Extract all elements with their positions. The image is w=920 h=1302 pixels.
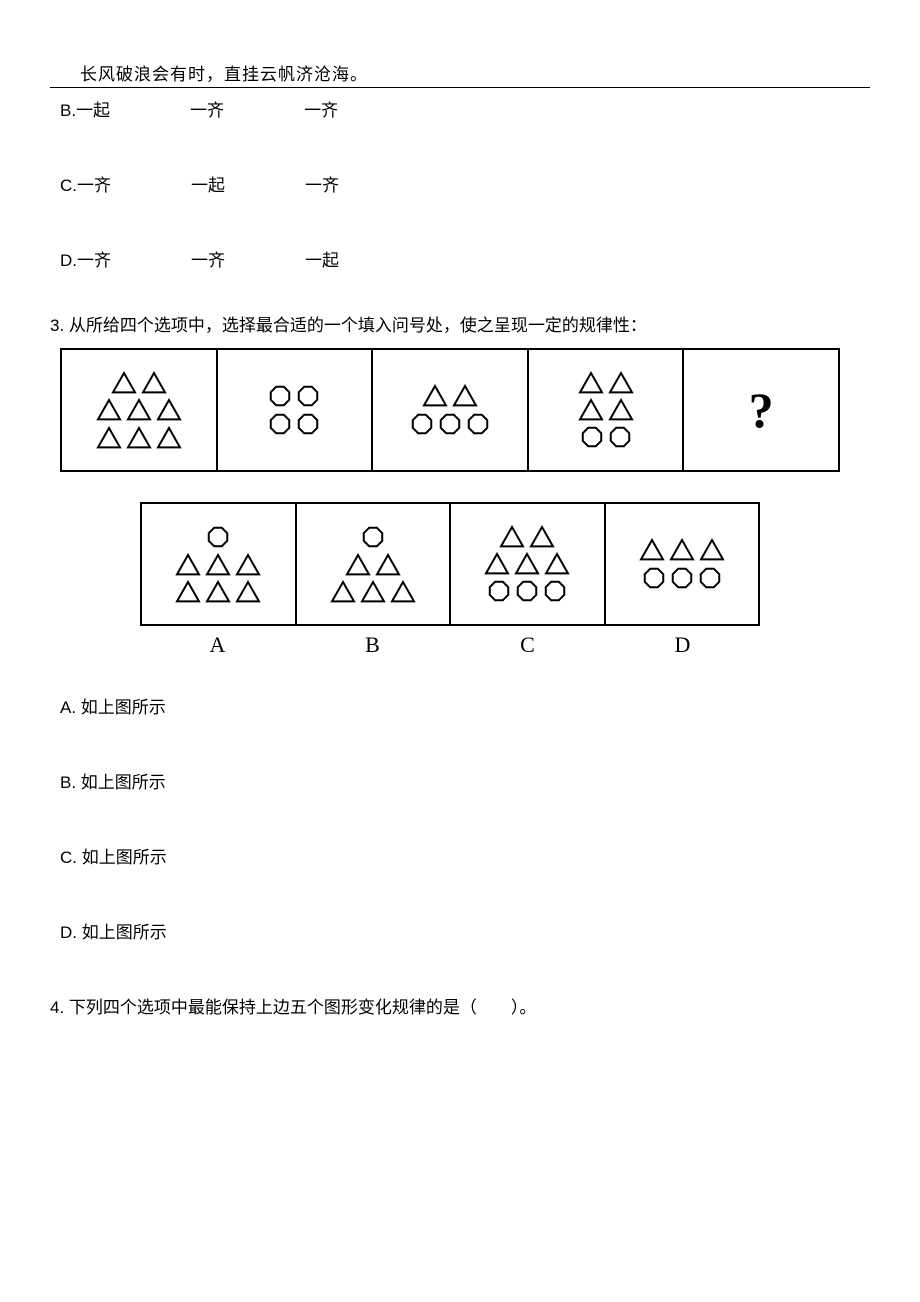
sequence-panel-1 xyxy=(62,350,218,470)
answer-panel-c xyxy=(451,504,606,624)
q3-answer-row xyxy=(140,502,760,626)
q3-choices: A. 如上图所示 B. 如上图所示 C. 如上图所示 D. 如上图所示 xyxy=(60,693,870,943)
shape-row xyxy=(642,566,722,590)
shape-row xyxy=(268,412,320,436)
shape-row xyxy=(345,553,401,576)
shape-row xyxy=(175,553,261,576)
shape-row xyxy=(206,525,230,549)
header-area: 长风破浪会有时，直挂云帆济沧海。 xyxy=(80,60,870,85)
shape-row xyxy=(580,425,632,449)
q3-answer-container: ABCD xyxy=(140,502,760,658)
option-b-row: B. 一起 一齐 一齐 xyxy=(60,96,870,121)
q2-options: B. 一起一齐一齐 C. 一齐一起一齐 D. 一齐一齐一起 xyxy=(60,96,870,271)
option-b-label: B. xyxy=(60,101,76,121)
answer-label-d: D xyxy=(605,632,760,658)
question-3: 3. 从所给四个选项中，选择最合适的一个填入问号处，使之呈现一定的规律性： ? … xyxy=(50,311,870,943)
sequence-panel-5: ? xyxy=(684,350,838,470)
answer-label-c: C xyxy=(450,632,605,658)
shape-row xyxy=(484,552,570,575)
option-d-row: D. 一齐 一齐 一起 xyxy=(60,246,870,271)
shape-row xyxy=(578,398,634,421)
choice-b: B. 如上图所示 xyxy=(60,768,870,793)
option-d-val1: 一齐 xyxy=(77,246,111,271)
answer-label-b: B xyxy=(295,632,450,658)
shape-row xyxy=(268,384,320,408)
shape-row xyxy=(111,371,167,394)
option-c-val2: 一起 xyxy=(191,171,225,196)
shape-row xyxy=(96,426,182,449)
choice-a: A. 如上图所示 xyxy=(60,693,870,718)
choice-c: C. 如上图所示 xyxy=(60,843,870,868)
shape-row xyxy=(175,580,261,603)
option-d-val3: 一起 xyxy=(305,246,339,271)
sequence-panel-2 xyxy=(218,350,374,470)
shape-row xyxy=(639,538,725,561)
shape-row xyxy=(487,579,567,603)
option-d-label: D. xyxy=(60,251,77,271)
q3-text: 3. 从所给四个选项中，选择最合适的一个填入问号处，使之呈现一定的规律性： xyxy=(50,311,870,336)
shape-row xyxy=(96,398,182,421)
q3-figure: ? ABCD xyxy=(50,348,870,658)
option-c-val1: 一齐 xyxy=(77,171,111,196)
shape-row xyxy=(578,371,634,394)
header-quote: 长风破浪会有时，直挂云帆济沧海。 xyxy=(80,65,368,84)
answer-panel-a xyxy=(142,504,297,624)
header-divider xyxy=(50,87,870,88)
shape-row xyxy=(499,525,555,548)
shape-row: ? xyxy=(749,381,774,439)
option-c-val3: 一齐 xyxy=(305,171,339,196)
sequence-panel-4 xyxy=(529,350,685,470)
q3-sequence-row: ? xyxy=(60,348,840,472)
shape-row xyxy=(422,384,478,407)
question-mark-icon: ? xyxy=(749,381,774,439)
option-b-val2: 一齐 xyxy=(190,96,224,121)
answer-label-a: A xyxy=(140,632,295,658)
shape-row xyxy=(361,525,385,549)
sequence-panel-3 xyxy=(373,350,529,470)
answer-panel-d xyxy=(606,504,759,624)
option-c-label: C. xyxy=(60,176,77,196)
shape-row xyxy=(330,580,416,603)
q4-text: 4. 下列四个选项中最能保持上边五个图形变化规律的是（ ）。 xyxy=(50,993,870,1018)
question-4: 4. 下列四个选项中最能保持上边五个图形变化规律的是（ ）。 xyxy=(50,993,870,1018)
answer-panel-b xyxy=(297,504,452,624)
shape-row xyxy=(410,412,490,436)
q3-answer-labels: ABCD xyxy=(140,632,760,658)
choice-d: D. 如上图所示 xyxy=(60,918,870,943)
option-b-val3: 一齐 xyxy=(304,96,338,121)
option-b-val1: 一起 xyxy=(76,96,110,121)
option-c-row: C. 一齐 一起 一齐 xyxy=(60,171,870,196)
option-d-val2: 一齐 xyxy=(191,246,225,271)
